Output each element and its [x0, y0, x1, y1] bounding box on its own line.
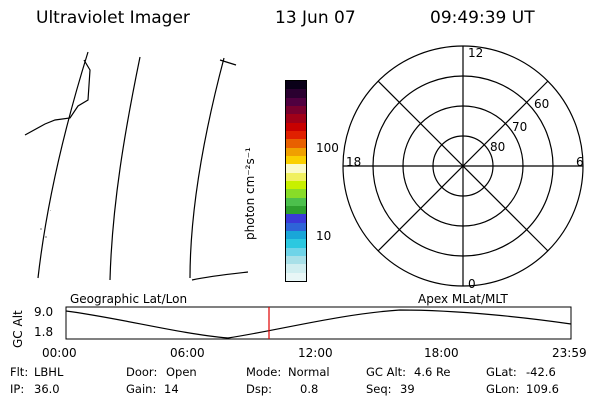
colorbar-segment-3: [286, 247, 306, 257]
geo-longitude-value: 109.6: [526, 382, 559, 396]
gc-altitude-value: 4.6 Re: [414, 365, 451, 379]
observation-time: 09:49:39 UT: [430, 8, 535, 28]
geographic-lat-lon-title: Geographic Lat/Lon: [70, 292, 188, 306]
ip-value: 36.0: [34, 382, 60, 396]
colorbar-segment-18: [286, 122, 306, 132]
colorbar-segment-1: [286, 264, 306, 273]
latitude-line-bottom: [191, 271, 249, 281]
colorbar-segment-13: [286, 164, 306, 173]
colorbar-segment-22: [286, 89, 306, 98]
time-tick-2359: 23:59: [552, 346, 587, 360]
colorbar-segment-15: [286, 147, 306, 157]
mlt-label-6: 6: [576, 155, 584, 169]
colorbar-segment-23: [286, 81, 306, 90]
colorbar-segment-20: [286, 106, 306, 115]
filter-value: LBHL: [34, 365, 64, 379]
colorbar-segment-0: [286, 272, 306, 281]
observation-date: 13 Jun 07: [275, 8, 356, 28]
geo-latitude-value: -42.6: [526, 365, 556, 379]
colorbar-segment-7: [286, 214, 306, 223]
geo-longitude-label: GLon:: [486, 382, 520, 396]
colorbar-segment-17: [286, 131, 306, 140]
sequence-label: Seq:: [366, 382, 392, 396]
gc-altitude-label: GC Alt:: [366, 365, 407, 379]
gain-label: Gain:: [126, 382, 157, 396]
door-value: Open: [166, 365, 197, 379]
mlt-label-18: 18: [346, 155, 362, 169]
colorbar-tick-10: 10: [316, 229, 332, 243]
altitude-max-label: 9.0: [34, 305, 54, 319]
colorbar-segment-19: [286, 114, 306, 123]
diagonal-2: [377, 80, 549, 252]
instrument-title: Ultraviolet Imager: [36, 8, 190, 28]
color-scale-bar: [285, 80, 307, 282]
longitude-line-2: [109, 56, 141, 281]
time-tick-0600: 06:00: [170, 346, 205, 360]
apex-mlat-mlt-title: Apex MLat/MLT: [418, 292, 508, 306]
ip-label: IP:: [10, 382, 25, 396]
gain-value: 14: [164, 382, 179, 396]
mode-value: Normal: [288, 365, 330, 379]
time-tick-1800: 18:00: [424, 346, 459, 360]
mode-label: Mode:: [246, 365, 282, 379]
time-tick-0000: 00:00: [42, 346, 77, 360]
mlt-label-12: 12: [468, 46, 484, 60]
latitude-line-top: [219, 59, 237, 66]
colorbar-segment-21: [286, 97, 306, 107]
colorbar-segment-11: [286, 181, 306, 190]
altitude-curve: [65, 309, 572, 339]
plot-frame: [65, 306, 572, 340]
mlt-label-0: 0: [468, 277, 476, 291]
coast-dots: [40, 210, 51, 238]
colorbar-segment-4: [286, 239, 306, 248]
colorbar-segment-14: [286, 156, 306, 165]
coastline: [24, 59, 91, 136]
colorbar-segment-12: [286, 172, 306, 182]
colorbar-segment-8: [286, 206, 306, 215]
display-label: Dsp:: [246, 382, 273, 396]
geo-latitude-label: GLat:: [486, 365, 517, 379]
colorbar-tick-100: 100: [316, 141, 339, 155]
colorbar-segment-2: [286, 256, 306, 265]
longitude-line-3: [189, 57, 225, 279]
colorbar-segment-9: [286, 197, 306, 207]
door-label: Door:: [126, 365, 158, 379]
display-value: 0.8: [300, 382, 319, 396]
mlat-label-60: 60: [534, 97, 550, 111]
mlat-label-80: 80: [490, 140, 506, 154]
colorbar-segment-6: [286, 222, 306, 232]
colorbar-segment-16: [286, 139, 306, 148]
filter-label: Flt:: [10, 365, 29, 379]
longitude-line-1: [37, 51, 89, 279]
sequence-value: 39: [400, 382, 415, 396]
altitude-min-label: 1.8: [34, 325, 54, 339]
time-tick-1200: 12:00: [298, 346, 333, 360]
colorbar-segment-5: [286, 231, 306, 240]
colorbar-segment-10: [286, 189, 306, 198]
mlat-label-70: 70: [512, 120, 528, 134]
